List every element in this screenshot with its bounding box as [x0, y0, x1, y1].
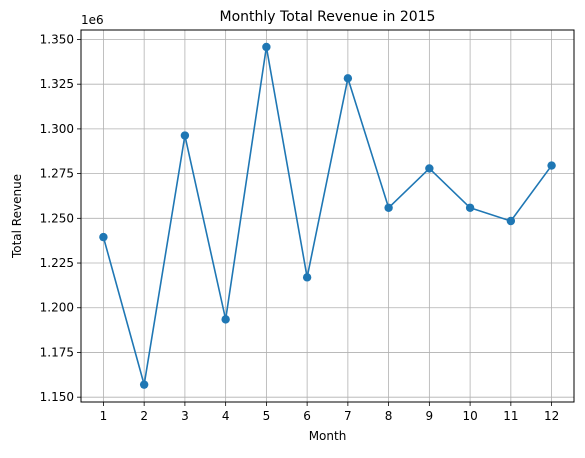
- x-tick-label: 9: [426, 409, 434, 423]
- chart-title: Monthly Total Revenue in 2015: [220, 9, 436, 25]
- y-axis-label: Total Revenue: [10, 174, 24, 259]
- data-point: [221, 315, 230, 324]
- data-point: [343, 74, 353, 83]
- x-tick-label: 3: [181, 409, 189, 423]
- x-tick-label: 11: [503, 409, 518, 423]
- y-tick-label: 1.300: [40, 122, 74, 136]
- y-tick-label: 1.325: [40, 77, 74, 91]
- x-axis-label: Month: [309, 429, 347, 443]
- x-tick-label: 4: [222, 409, 230, 423]
- y-tick-label: 1.200: [40, 301, 74, 315]
- axis-ticks: 1 2 3 4 5 6 7 8 9 10 11 121.1501.1751.2001.2251.250…: [40, 32, 560, 423]
- x-tick-label: 8: [385, 409, 393, 423]
- x-tick-label: 12: [544, 409, 559, 423]
- data-point: [99, 232, 108, 242]
- x-tick-label: 7: [344, 409, 352, 423]
- y-axis-offset-label: 1e6: [81, 13, 104, 27]
- x-tick-label: 1: [100, 409, 108, 423]
- data-point: [302, 273, 312, 282]
- y-tick-label: 1.225: [40, 256, 74, 270]
- data-point: [139, 380, 149, 389]
- data-point: [384, 203, 393, 212]
- y-tick-label: 1.175: [40, 345, 74, 359]
- y-tick-label: 1.275: [40, 167, 74, 181]
- plot-frame: [80, 29, 575, 403]
- y-tick-label: 1.150: [40, 390, 74, 404]
- series-line: [102, 46, 553, 386]
- y-tick-label: 1.250: [40, 211, 74, 225]
- y-tick-label: 1.350: [40, 32, 74, 46]
- data-point: [425, 164, 434, 173]
- data-point: [506, 216, 516, 226]
- data-point: [465, 203, 475, 212]
- series-layer: [99, 42, 556, 389]
- data-point: [180, 131, 190, 140]
- grid: [81, 30, 574, 402]
- x-tick-label: 6: [303, 409, 311, 423]
- data-point: [262, 42, 271, 52]
- x-tick-label: 5: [263, 409, 271, 423]
- x-tick-label: 10: [462, 409, 477, 423]
- x-tick-label: 2: [140, 409, 148, 423]
- data-point: [547, 161, 556, 170]
